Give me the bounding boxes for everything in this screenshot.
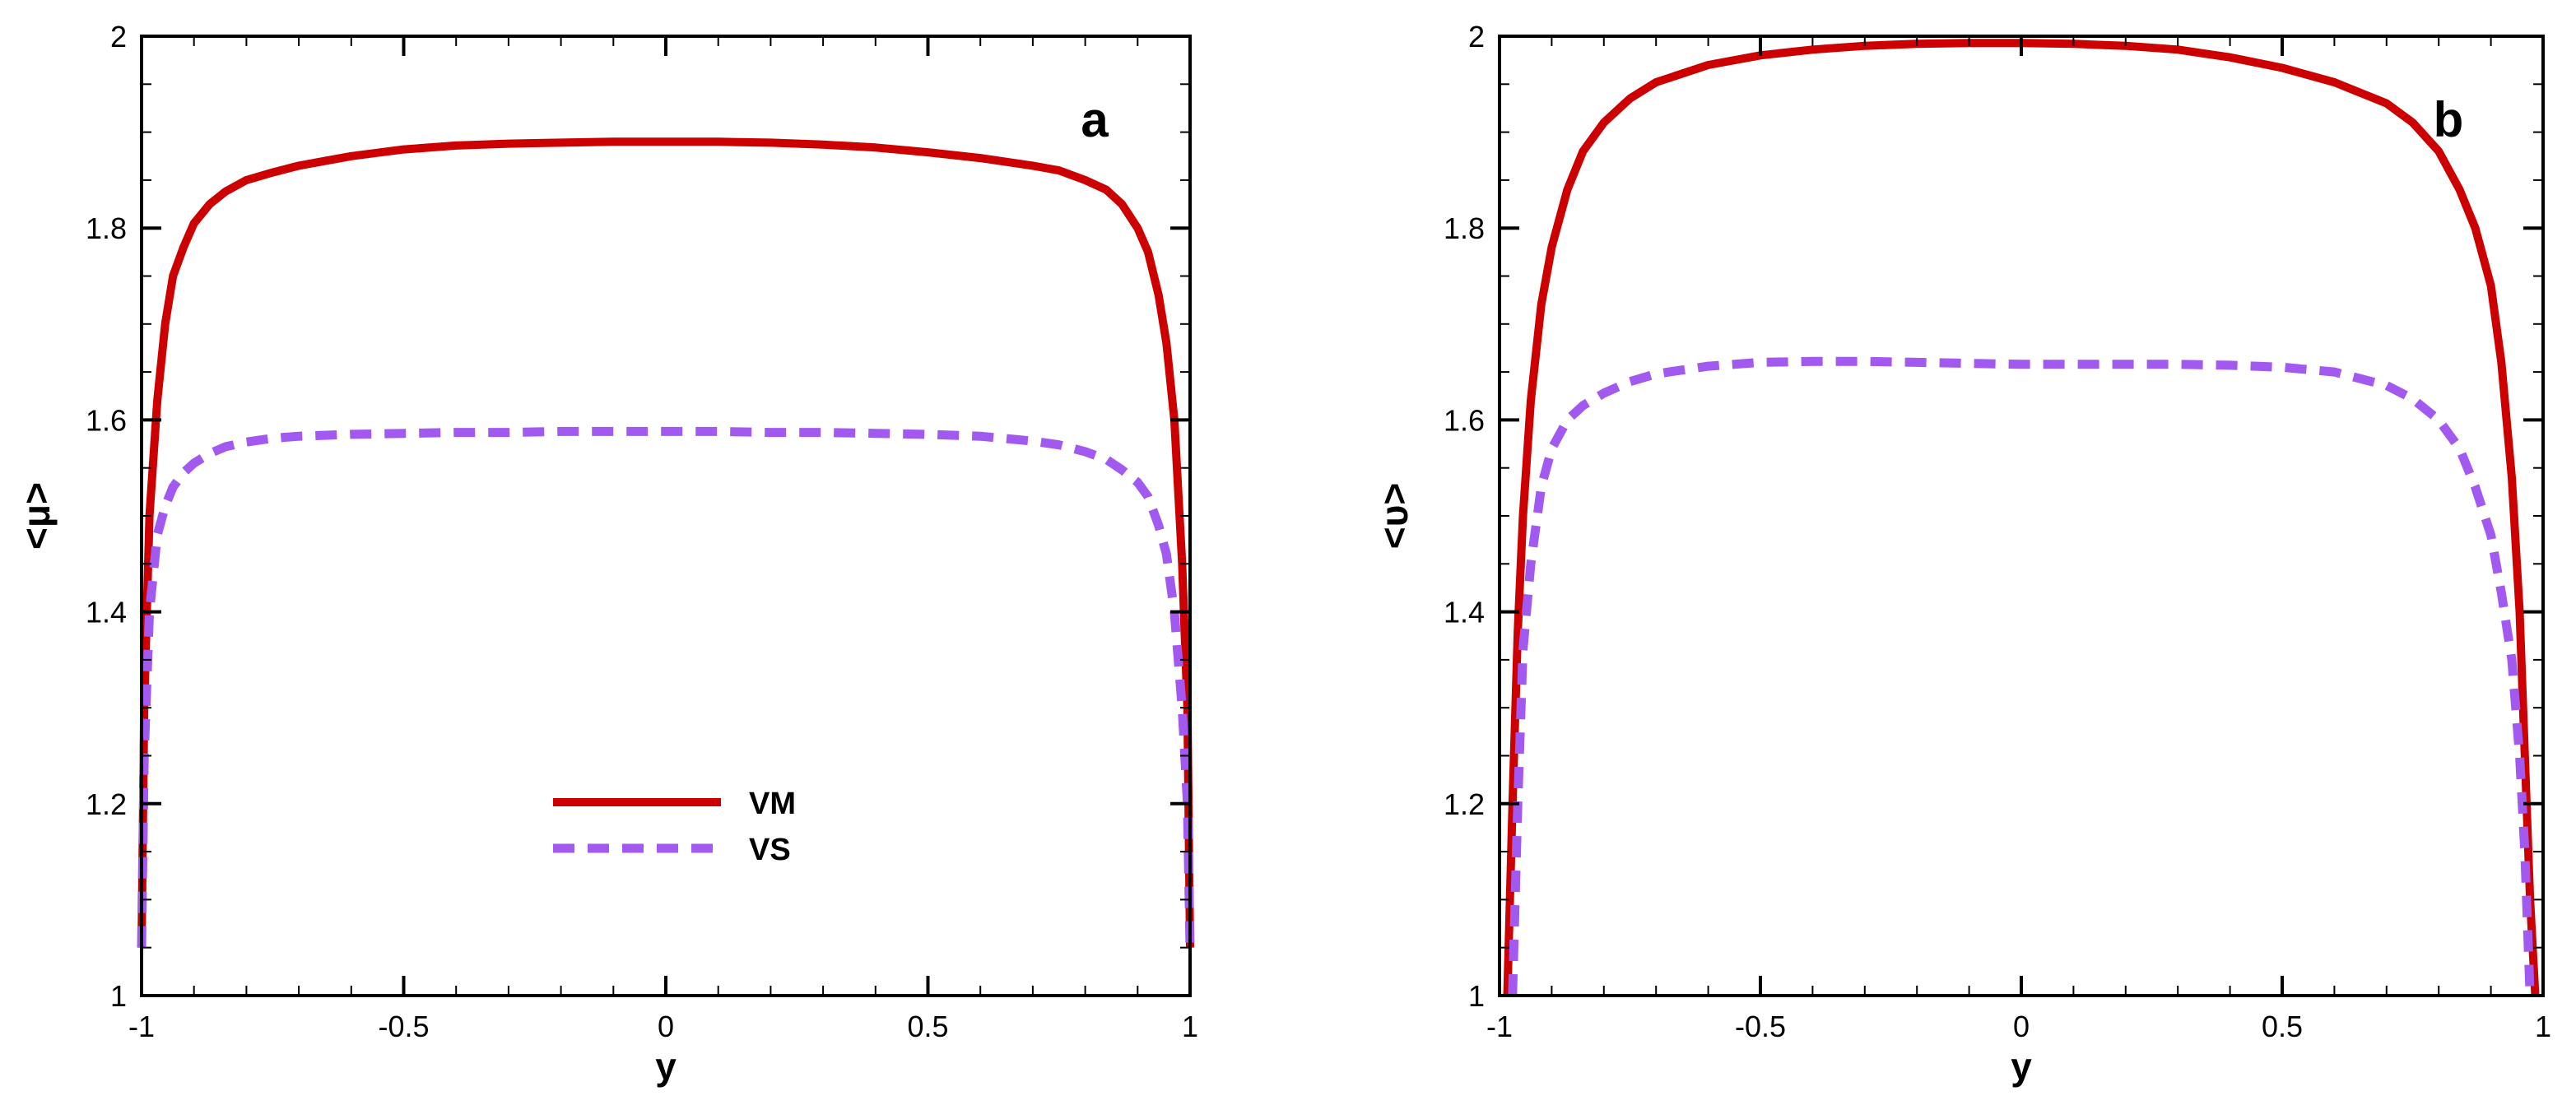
series-line-vs	[137, 426, 1195, 948]
y-tick-label: 1.4	[86, 596, 127, 629]
x-tick-label: 0	[2013, 1010, 2030, 1043]
y-tick-label: 1.8	[86, 211, 127, 245]
panel-letter: a	[1081, 92, 1109, 147]
y-tick-label: 1.4	[1444, 596, 1485, 629]
legend-label-vs: VS	[749, 833, 791, 867]
series-line-vm	[1503, 39, 2540, 996]
y-tick-label: 2	[1468, 20, 1485, 53]
chart-panel-b: -1 -0.5 0 0.5 1 1 1.2 1.4 1.6 1.8 2 y <υ> b	[1373, 20, 2551, 1088]
x-tick-label: -1	[1486, 1010, 1513, 1043]
x-tick-label: 0	[658, 1010, 674, 1043]
y-tick-label: 1	[110, 979, 127, 1013]
y-tick-label: 1.6	[1444, 403, 1485, 437]
x-tick-label: -0.5	[1735, 1010, 1786, 1043]
y-tick-label: 1	[1468, 979, 1485, 1013]
plot-frame	[1498, 35, 2545, 997]
y-axis-label: <μ>	[15, 482, 58, 550]
series-line-vs	[1508, 356, 2535, 996]
y-tick-label: 2	[110, 20, 127, 53]
x-tick-label: 0.5	[907, 1010, 948, 1043]
y-tick-label: 1.6	[86, 403, 127, 437]
panel-letter: b	[2434, 92, 2464, 147]
x-tick-label: -1	[128, 1010, 155, 1043]
x-axis-label: y	[2011, 1045, 2032, 1088]
chart-panel-a: -1 -0.5 0 0.5 1 1 1.2 1.4 1.6 1.8 2 y <μ> a VM VS	[15, 20, 1198, 1088]
x-tick-label: 1	[2535, 1010, 2551, 1043]
x-tick-label: 1	[1182, 1010, 1198, 1043]
y-axis-label: <υ>	[1373, 483, 1416, 550]
x-tick-label: 0.5	[2262, 1010, 2303, 1043]
legend-label-vm: VM	[749, 787, 796, 821]
y-tick-label: 1.8	[1444, 211, 1485, 245]
x-axis-label: y	[655, 1045, 677, 1088]
y-tick-label: 1.2	[1444, 787, 1485, 821]
x-tick-label: -0.5	[378, 1010, 429, 1043]
y-tick-label: 1.2	[86, 787, 127, 821]
legend: VM VS	[553, 787, 796, 867]
series-line-vm	[137, 137, 1194, 948]
